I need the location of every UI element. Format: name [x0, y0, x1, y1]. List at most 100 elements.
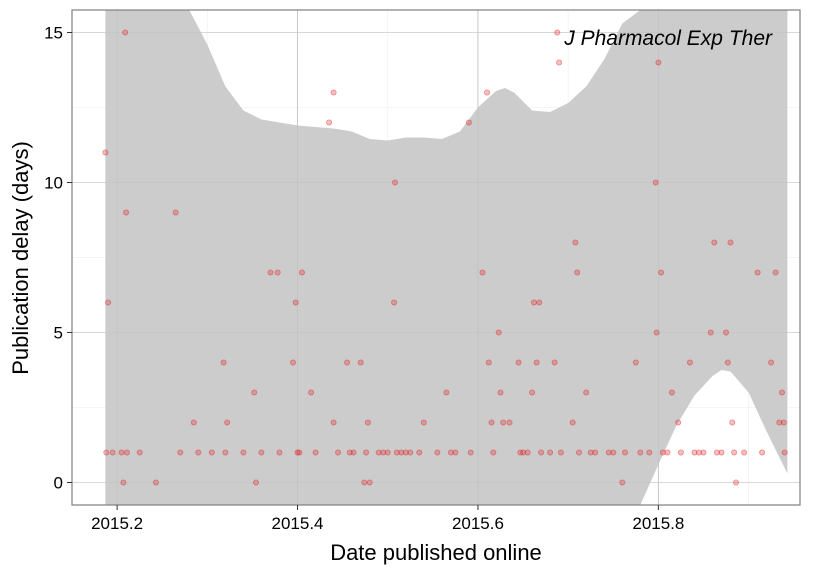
data-point — [533, 359, 540, 366]
data-point — [707, 329, 714, 336]
data-point — [772, 269, 779, 276]
data-point — [583, 389, 590, 396]
data-point — [646, 449, 653, 456]
data-point — [497, 389, 504, 396]
data-point — [714, 449, 721, 456]
data-point — [136, 449, 143, 456]
data-point — [258, 449, 265, 456]
data-point — [465, 119, 472, 126]
data-point — [652, 179, 659, 186]
data-point — [485, 359, 492, 366]
data-point — [779, 389, 786, 396]
data-point — [605, 449, 612, 456]
data-point — [252, 479, 259, 486]
data-point — [658, 269, 665, 276]
data-point — [754, 269, 761, 276]
y-tick-label: 5 — [54, 324, 63, 343]
data-point — [576, 449, 583, 456]
data-point — [733, 479, 740, 486]
gridlines-over-band — [72, 10, 800, 505]
data-point — [384, 449, 391, 456]
plot-border — [71, 9, 801, 506]
data-point — [366, 479, 373, 486]
data-point — [727, 239, 734, 246]
data-point — [524, 449, 531, 456]
data-point — [122, 29, 129, 36]
data-point — [677, 449, 684, 456]
data-point — [483, 89, 490, 96]
data-point — [346, 449, 353, 456]
data-point — [391, 179, 398, 186]
data-point — [556, 59, 563, 66]
data-point — [536, 299, 543, 306]
x-tick-label: 2015.8 — [632, 514, 684, 533]
data-point — [675, 419, 682, 426]
data-point — [364, 419, 371, 426]
data-point — [312, 449, 319, 456]
data-point — [407, 449, 414, 456]
data-point — [490, 449, 497, 456]
data-point — [610, 449, 617, 456]
data-point — [711, 239, 718, 246]
data-point — [398, 449, 405, 456]
confidence-band — [105, 10, 788, 505]
data-point — [664, 449, 671, 456]
x-tick-label: 2015.2 — [91, 514, 143, 533]
data-point — [118, 449, 125, 456]
data-point — [529, 389, 536, 396]
data-point — [380, 449, 387, 456]
data-point — [781, 449, 788, 456]
data-point — [357, 359, 364, 366]
data-point — [768, 359, 775, 366]
data-point — [718, 449, 725, 456]
data-point — [274, 269, 281, 276]
data-point — [447, 449, 454, 456]
data-point — [691, 449, 698, 456]
data-point — [152, 479, 159, 486]
y-tick-label: 10 — [44, 174, 63, 193]
data-point — [224, 419, 231, 426]
data-point — [344, 359, 351, 366]
y-axis-ticks: 0 5 10 15 — [44, 24, 72, 493]
data-point — [655, 59, 662, 66]
data-point — [361, 479, 368, 486]
x-tick-label: 2015.6 — [452, 514, 504, 533]
data-point — [572, 239, 579, 246]
data-point — [731, 449, 738, 456]
data-point — [296, 449, 303, 456]
data-point — [780, 419, 787, 426]
data-point — [222, 449, 229, 456]
data-points — [102, 29, 788, 486]
data-point — [538, 449, 545, 456]
data-point — [759, 449, 766, 456]
data-point — [776, 419, 783, 426]
data-point — [240, 449, 247, 456]
data-point — [308, 389, 315, 396]
data-point — [506, 419, 513, 426]
data-point — [251, 389, 258, 396]
data-point — [668, 389, 675, 396]
data-point — [700, 449, 707, 456]
data-point — [330, 89, 337, 96]
data-point — [105, 299, 112, 306]
data-point — [124, 449, 131, 456]
data-point — [416, 449, 423, 456]
data-point — [500, 419, 507, 426]
data-point — [659, 449, 666, 456]
data-point — [622, 449, 629, 456]
data-point — [350, 449, 357, 456]
data-point — [177, 449, 184, 456]
data-point — [452, 449, 459, 456]
data-point — [696, 449, 703, 456]
data-point — [434, 449, 441, 456]
data-point — [294, 449, 301, 456]
data-point — [637, 449, 644, 456]
data-point — [292, 299, 299, 306]
data-point — [515, 359, 522, 366]
data-point — [653, 329, 660, 336]
data-point — [393, 449, 400, 456]
data-point — [557, 449, 564, 456]
data-point — [479, 269, 486, 276]
data-point — [592, 449, 599, 456]
